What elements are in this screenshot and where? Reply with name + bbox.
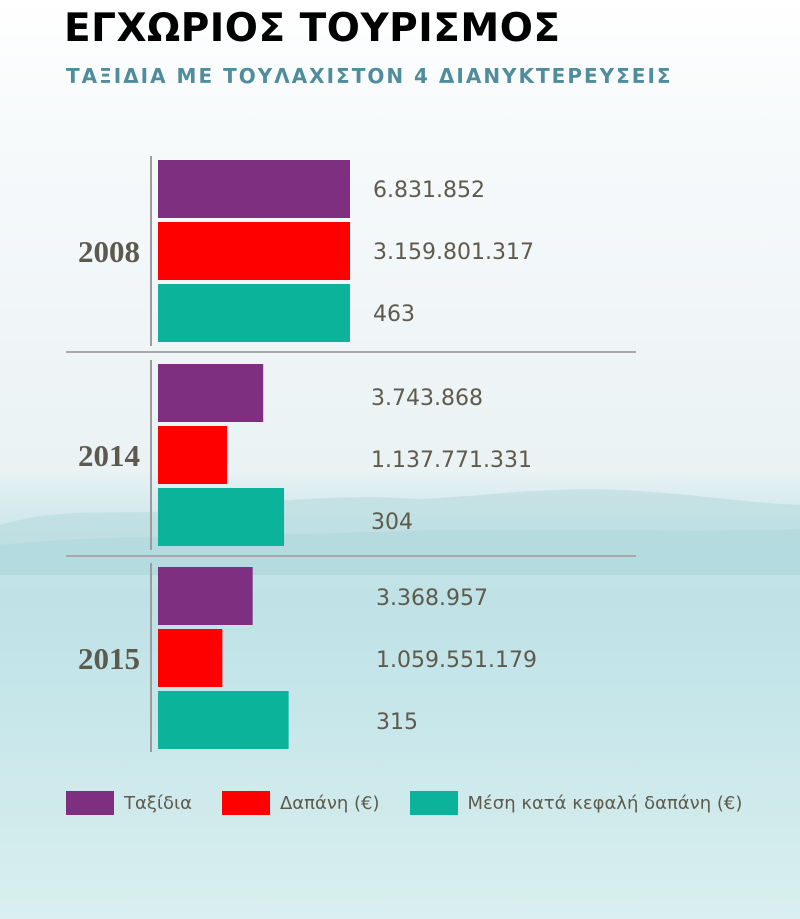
bar-per-capita-2008 bbox=[158, 284, 350, 342]
year-label-2014: 2014 bbox=[78, 438, 140, 473]
bar-expense-2015 bbox=[158, 629, 223, 687]
legend-item-expense: Δαπάνη (€) bbox=[221, 791, 380, 815]
value-label-trips-2008: 6.831.852 bbox=[373, 178, 485, 203]
year-label-2015: 2015 bbox=[78, 641, 140, 676]
legend-label-per-capita: Μέση κατά κεφαλή δαπάνη (€) bbox=[467, 792, 743, 814]
value-label-trips-2014: 3.743.868 bbox=[371, 386, 483, 411]
legend-swatch-per-capita bbox=[409, 791, 458, 815]
chart-title: ΕΓΧΩΡΙΟΣ ΤΟΥΡΙΣΜΟΣ bbox=[64, 6, 561, 51]
legend-swatch-expense bbox=[221, 791, 270, 815]
bar-trips-2014 bbox=[158, 364, 264, 422]
value-label-per-capita-2015: 315 bbox=[376, 710, 418, 735]
bar-expense-2014 bbox=[158, 426, 228, 484]
chart-subtitle: ΤΑΞΙΔΙΑ ΜΕ ΤΟΥΛΑΧΙΣΤΟΝ 4 ΔΙΑΝΥΚΤΕΡΕΥΣΕΙΣ bbox=[66, 64, 673, 88]
legend-swatch-trips bbox=[66, 791, 114, 815]
legend-item-per-capita: Μέση κατά κεφαλή δαπάνη (€) bbox=[409, 791, 743, 815]
value-label-expense-2008: 3.159.801.317 bbox=[373, 240, 534, 265]
bar-trips-2008 bbox=[158, 160, 350, 218]
value-label-expense-2014: 1.137.771.331 bbox=[371, 448, 532, 473]
value-label-per-capita-2014: 304 bbox=[371, 510, 413, 535]
legend-label-trips: Ταξίδια bbox=[124, 792, 192, 814]
legend-item-trips: Ταξίδια bbox=[66, 791, 192, 815]
bar-expense-2008 bbox=[158, 222, 350, 280]
year-label-2008: 2008 bbox=[78, 234, 140, 269]
legend-label-expense: Δαπάνη (€) bbox=[279, 792, 380, 814]
legend: Ταξίδια Δαπάνη (€) Μέση κατά κεφαλή δαπά… bbox=[66, 790, 742, 816]
bar-per-capita-2015 bbox=[158, 691, 289, 749]
value-label-per-capita-2008: 463 bbox=[373, 302, 415, 327]
bar-per-capita-2014 bbox=[158, 488, 285, 546]
bar-trips-2015 bbox=[158, 567, 253, 625]
value-label-expense-2015: 1.059.551.179 bbox=[376, 648, 537, 673]
value-label-trips-2015: 3.368.957 bbox=[376, 586, 488, 611]
